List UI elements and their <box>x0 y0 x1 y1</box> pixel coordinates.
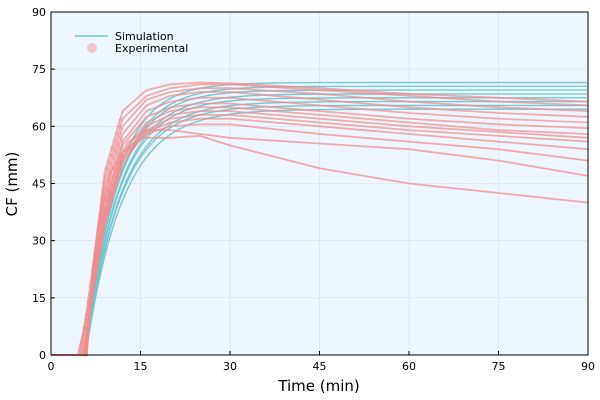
experimental-point <box>116 132 120 136</box>
experimental-point <box>120 110 124 114</box>
x-tick-label: 0 <box>48 360 55 373</box>
legend-experimental-swatch <box>87 43 97 53</box>
experimental-point <box>116 154 120 158</box>
x-tick-label: 45 <box>313 360 327 373</box>
experimental-point <box>105 199 109 202</box>
experimental-point <box>112 168 116 172</box>
experimental-point <box>108 199 111 202</box>
experimental-point <box>110 175 114 179</box>
series-layer <box>51 81 589 357</box>
experimental-point <box>106 189 110 193</box>
experimental-point <box>116 124 120 128</box>
experimental-point <box>110 153 114 157</box>
experimental-point <box>114 139 118 143</box>
experimental-point <box>111 156 115 160</box>
x-tick-label: 15 <box>134 360 148 373</box>
experimental-point <box>108 153 112 157</box>
y-axis-label: CF (mm) <box>3 152 21 217</box>
experimental-point <box>118 135 122 138</box>
experimental-rise-markers <box>85 110 124 357</box>
legend-experimental-label: Experimental <box>115 42 188 55</box>
experimental-point <box>107 170 111 174</box>
experimental-point <box>110 191 114 195</box>
experimental-point <box>120 127 124 131</box>
experimental-point <box>106 160 110 164</box>
experimental-point <box>105 187 108 191</box>
experimental-point <box>114 161 118 165</box>
experimental-point <box>118 125 122 129</box>
tick-layer: 0 15 30 45 60 75 90 0 15 30 45 60 75 90 <box>32 6 595 373</box>
experimental-point <box>116 168 120 172</box>
experimental-point <box>120 153 124 157</box>
experimental-point <box>114 176 118 180</box>
experimental-point <box>118 117 122 121</box>
experimental-point <box>112 139 116 143</box>
experimental-point <box>111 166 115 169</box>
simulation-series-line <box>51 85 587 356</box>
x-tick-label: 75 <box>492 360 506 373</box>
experimental-point <box>105 177 109 181</box>
experimental-point <box>120 118 124 122</box>
experimental-point <box>119 147 122 151</box>
experimental-point <box>97 213 101 217</box>
experimental-point <box>117 144 121 148</box>
experimental-point <box>109 163 113 167</box>
experimental-point <box>107 180 111 184</box>
experimental-point <box>113 149 117 153</box>
experimental-point <box>112 183 116 187</box>
experimental-point <box>104 167 108 171</box>
experimental-point <box>114 131 118 135</box>
experimental-series-line <box>51 129 589 356</box>
simulation-series-line <box>51 81 587 356</box>
experimental-point <box>119 169 123 172</box>
experimental-point <box>87 322 91 326</box>
experimental-point <box>95 230 99 234</box>
y-tick-label: 90 <box>32 6 46 19</box>
experimental-point <box>115 151 119 155</box>
experimental-point <box>89 292 93 296</box>
experimental-point <box>112 146 116 150</box>
experimental-point <box>108 182 112 186</box>
x-tick-label: 60 <box>402 360 416 373</box>
experimental-point <box>108 160 112 164</box>
experimental-point <box>118 161 122 165</box>
y-tick-label: 0 <box>39 349 46 362</box>
experimental-point <box>108 191 111 195</box>
experimental-point <box>93 246 97 250</box>
x-tick-label: 90 <box>581 360 595 373</box>
experimental-point <box>102 180 105 184</box>
experimental-point <box>109 173 113 177</box>
y-tick-label: 30 <box>32 235 46 248</box>
experimental-series-line <box>51 81 589 356</box>
y-tick-label: 15 <box>32 292 46 305</box>
experimental-point <box>110 146 114 150</box>
experimental-point <box>113 158 117 162</box>
experimental-point <box>119 137 123 141</box>
legend-simulation-label: Simulation <box>115 30 174 43</box>
experimental-point <box>99 196 103 200</box>
experimental-point <box>105 206 109 210</box>
experimental-point <box>116 142 119 146</box>
y-tick-label: 45 <box>32 178 46 191</box>
experimental-point <box>91 263 95 267</box>
x-axis-label: Time (min) <box>277 377 359 395</box>
experimental-point <box>106 168 110 171</box>
experimental-point <box>121 140 125 144</box>
x-tick-label: 30 <box>223 360 237 373</box>
y-tick-label: 75 <box>32 63 46 76</box>
legend: Simulation Experimental <box>75 30 188 55</box>
y-tick-label: 60 <box>32 120 46 133</box>
